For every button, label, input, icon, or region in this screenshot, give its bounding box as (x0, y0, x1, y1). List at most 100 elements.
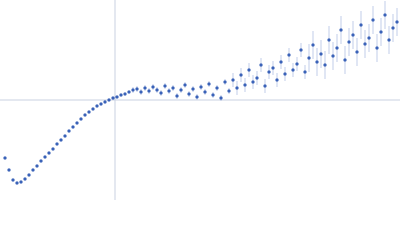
data-point (163, 84, 167, 88)
data-point (395, 20, 399, 24)
data-point (71, 125, 75, 129)
chart (0, 0, 400, 200)
data-point (159, 91, 163, 95)
data-point (203, 90, 207, 94)
data-point (295, 62, 299, 66)
data-point (335, 46, 339, 50)
data-point (187, 92, 191, 96)
data-point (359, 23, 363, 27)
data-point (59, 138, 63, 142)
data-point (323, 63, 327, 67)
data-point (379, 30, 383, 34)
data-point (199, 85, 203, 89)
data-point (299, 48, 303, 52)
data-point (103, 100, 107, 104)
data-point (127, 90, 131, 94)
data-point (243, 83, 247, 87)
data-point (155, 88, 159, 92)
data-point (23, 177, 27, 181)
data-point (211, 93, 215, 97)
data-point (235, 86, 239, 90)
data-point (219, 96, 223, 100)
data-point (179, 88, 183, 92)
data-point (83, 113, 87, 117)
data-point (31, 168, 35, 172)
data-point (131, 88, 135, 92)
data-point (183, 83, 187, 87)
data-point (79, 117, 83, 121)
data-point (175, 94, 179, 98)
data-point (259, 63, 263, 67)
data-point (291, 68, 295, 72)
data-point (119, 93, 123, 97)
data-point (91, 107, 95, 111)
data-point (355, 50, 359, 54)
data-point (111, 96, 115, 100)
data-point (315, 60, 319, 64)
data-point (15, 181, 19, 185)
data-point (75, 121, 79, 125)
data-point (255, 76, 259, 80)
data-point (143, 86, 147, 90)
data-point (95, 104, 99, 108)
data-point (363, 42, 367, 46)
data-point (375, 46, 379, 50)
data-point (11, 178, 15, 182)
data-point (215, 86, 219, 90)
data-point (239, 73, 243, 77)
data-point (223, 80, 227, 84)
data-point (263, 84, 267, 88)
data-point (51, 147, 55, 151)
data-point (63, 134, 67, 138)
data-point (167, 89, 171, 93)
data-point (283, 72, 287, 76)
data-point (343, 58, 347, 62)
data-point (99, 102, 103, 106)
data-point (311, 43, 315, 47)
data-point (307, 56, 311, 60)
data-point (135, 87, 139, 91)
data-point (191, 87, 195, 91)
data-point (147, 89, 151, 93)
data-point (347, 40, 351, 44)
data-point (35, 164, 39, 168)
data-point (123, 92, 127, 96)
data-point (367, 36, 371, 40)
data-point (279, 60, 283, 64)
data-point (43, 155, 47, 159)
data-point (139, 90, 143, 94)
data-point (7, 168, 11, 172)
data-point (195, 95, 199, 99)
data-point (67, 129, 71, 133)
data-point (339, 28, 343, 32)
data-point (331, 54, 335, 58)
data-point (39, 159, 43, 163)
data-point (303, 70, 307, 74)
data-point (115, 95, 119, 99)
data-point (3, 156, 7, 160)
data-point (351, 33, 355, 37)
page: (() => { const data = JSON.parse(documen… (0, 0, 400, 200)
data-point (271, 66, 275, 70)
data-point (27, 173, 31, 177)
data-point (207, 82, 211, 86)
data-point (247, 68, 251, 72)
data-point (107, 98, 111, 102)
data-point (275, 78, 279, 82)
data-point (383, 13, 387, 17)
data-point (55, 142, 59, 146)
data-point (151, 85, 155, 89)
data-point (227, 89, 231, 93)
data-point (19, 180, 23, 184)
data-point (287, 53, 291, 57)
data-point (171, 86, 175, 90)
data-point (267, 70, 271, 74)
data-point (47, 151, 51, 155)
data-point (387, 38, 391, 42)
data-point (231, 78, 235, 82)
data-point (327, 38, 331, 42)
data-point (371, 18, 375, 22)
data-point (251, 80, 255, 84)
data-point (391, 26, 395, 30)
data-point (319, 52, 323, 56)
